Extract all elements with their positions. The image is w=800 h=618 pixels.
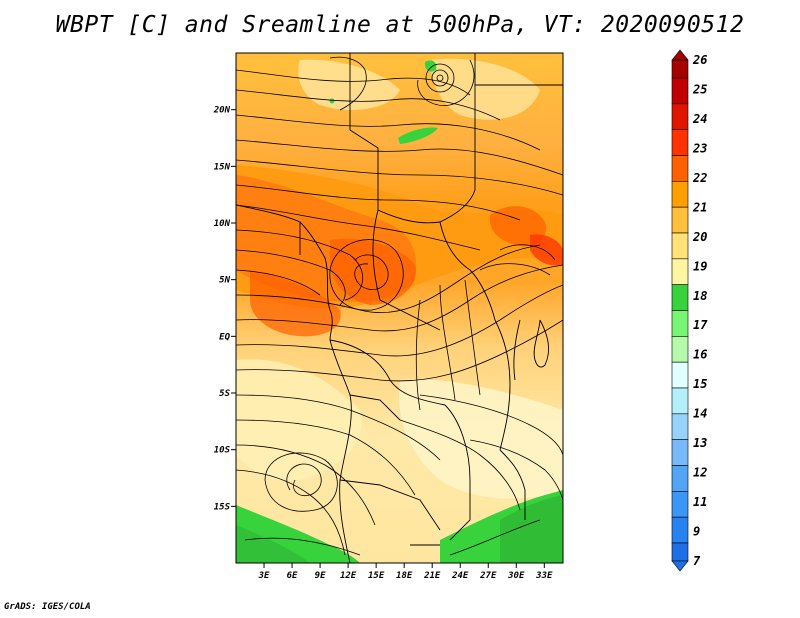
lat-tick-label: EQ [219, 332, 230, 342]
colorbar-label: 20 [692, 230, 707, 244]
colorbar-segment [672, 517, 688, 543]
colorbar-segment [672, 388, 688, 414]
colorbar-label: 22 [692, 171, 707, 185]
lon-tick-label: 18E [396, 571, 413, 581]
lat-tick-label: 10N [214, 219, 231, 229]
longitude-axis: 3E 6E 9E 12E 15E 18E 21E 24E 27E 30E 33E [258, 563, 553, 581]
colorbar-segment [672, 104, 688, 130]
colorbar-segment [672, 543, 688, 561]
lon-tick-label: 6E [287, 571, 298, 581]
colorbar-segment [672, 60, 688, 78]
colorbar-label: 16 [693, 348, 707, 362]
colorbar-label: 19 [693, 259, 707, 273]
lat-tick-label: 10S [214, 446, 231, 456]
colorbar-label: 11 [693, 495, 707, 509]
colorbar-segment [672, 285, 688, 311]
colorbar-segment [672, 362, 688, 388]
colorbar-label: 18 [693, 289, 707, 303]
colorbar-label: 23 [692, 141, 707, 155]
colorbar-segment [672, 233, 688, 259]
colorbar-segment [672, 207, 688, 233]
colorbar-segment [672, 491, 688, 517]
colorbar-segment [672, 466, 688, 492]
colorbar-label: 15 [693, 377, 707, 391]
lon-tick-label: 15E [368, 571, 385, 581]
lon-tick-label: 3E [258, 571, 270, 581]
colorbar-label: 24 [692, 112, 707, 126]
colorbar-segment [672, 414, 688, 440]
colorbar-segment [672, 440, 688, 466]
grads-credit: GrADS: IGES/COLA [4, 602, 91, 612]
map-figure: 20N 15N 10N 5N EQ 5S 10S 15S 3E 6E 9E 12E 15E 18E 21E… [0, 0, 800, 618]
colorbar-label: 21 [692, 200, 707, 214]
colorbar-segment [672, 78, 688, 104]
colorbar: 7 9 11 12 13 14 15 16 17 18 19 20 21 22 23 24 25 26 [672, 50, 708, 571]
lon-tick-label: 12E [340, 571, 357, 581]
colorbar-label: 26 [692, 53, 707, 67]
colorbar-min-arrow [672, 561, 688, 571]
colorbar-segment [672, 311, 688, 337]
lon-tick-label: 33E [535, 571, 553, 581]
colorbar-label: 17 [693, 318, 708, 332]
colorbar-segment [672, 336, 688, 362]
lon-tick-label: 30E [507, 571, 525, 581]
colorbar-label: 7 [693, 554, 701, 568]
colorbar-label: 13 [693, 436, 707, 450]
colorbar-segment [672, 156, 688, 182]
lon-tick-label: 9E [315, 571, 326, 581]
colorbar-segment [672, 259, 688, 285]
lon-tick-label: 27E [479, 571, 497, 581]
lat-tick-label: 15S [214, 502, 231, 512]
lat-tick-label: 20N [213, 106, 231, 116]
colorbar-max-arrow [672, 50, 688, 60]
wbpt-shading [236, 53, 563, 563]
colorbar-segment [672, 181, 688, 207]
colorbar-segment [672, 130, 688, 156]
lat-tick-label: 5N [219, 276, 230, 286]
lat-tick-label: 15N [214, 162, 231, 172]
lon-tick-label: 21E [423, 571, 441, 581]
latitude-axis: 20N 15N 10N 5N EQ 5S 10S 15S [213, 106, 236, 513]
lat-tick-label: 5S [219, 389, 230, 399]
colorbar-label: 14 [693, 407, 707, 421]
lon-tick-label: 24E [451, 571, 469, 581]
colorbar-label: 9 [693, 525, 700, 539]
colorbar-label: 25 [692, 82, 707, 96]
colorbar-label: 12 [693, 466, 707, 480]
